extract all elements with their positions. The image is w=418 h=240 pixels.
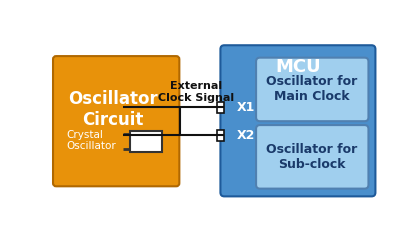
Text: X2: X2 xyxy=(237,129,255,142)
Text: MCU: MCU xyxy=(275,58,321,76)
FancyBboxPatch shape xyxy=(256,58,368,121)
Text: Oscillator
Circuit: Oscillator Circuit xyxy=(68,90,158,129)
Bar xyxy=(130,131,162,152)
Text: X1: X1 xyxy=(237,101,255,114)
Text: External
Clock Signal: External Clock Signal xyxy=(158,81,234,102)
Bar xyxy=(217,130,224,141)
FancyBboxPatch shape xyxy=(53,56,179,186)
FancyBboxPatch shape xyxy=(220,45,375,196)
FancyBboxPatch shape xyxy=(256,125,368,189)
Text: Oscillator for
Main Clock: Oscillator for Main Clock xyxy=(266,75,357,103)
Text: Oscillator for
Sub-clock: Oscillator for Sub-clock xyxy=(266,143,357,171)
Text: Crystal
Oscillator: Crystal Oscillator xyxy=(66,130,116,151)
Bar xyxy=(217,102,224,113)
